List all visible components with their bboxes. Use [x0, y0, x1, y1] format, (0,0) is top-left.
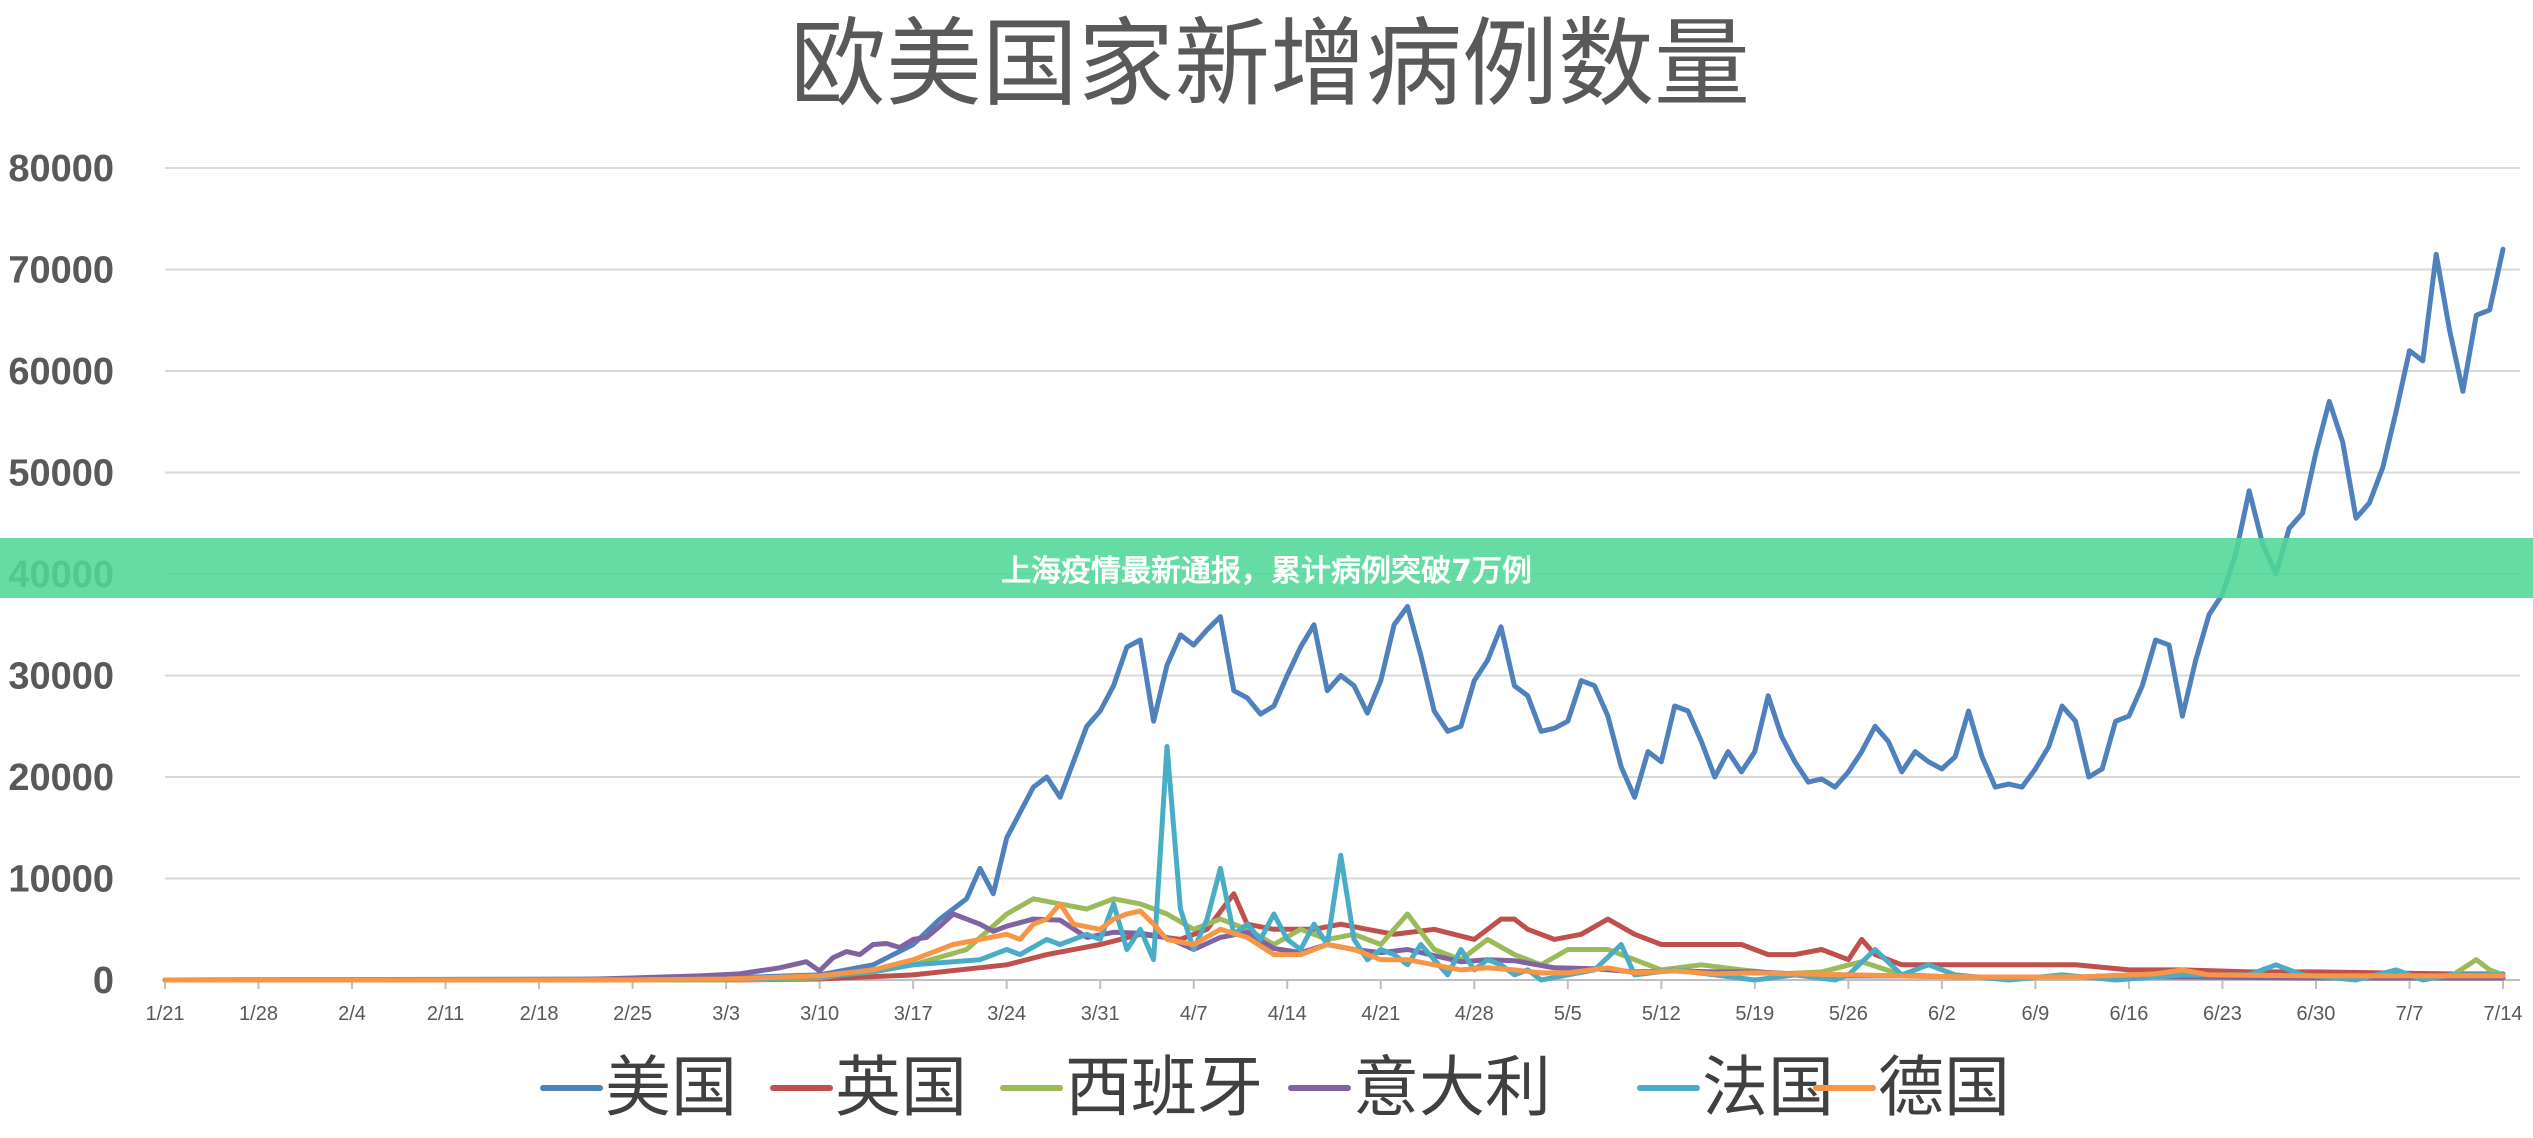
- x-tick-label: 6/23: [2203, 1003, 2242, 1025]
- legend: 美国 英国 西班牙 意大利 法国 德国: [540, 1049, 2010, 1126]
- gridlines: [165, 167, 2520, 880]
- y-tick-label: 0: [93, 960, 114, 1002]
- x-tick-label: 2/25: [613, 1003, 652, 1025]
- x-tick-label: 2/18: [520, 1003, 559, 1025]
- legend-label: 西班牙: [1065, 1049, 1263, 1126]
- legend-label: 德国: [1878, 1049, 2010, 1126]
- x-tick-label: 4/21: [1361, 1003, 1400, 1025]
- series-line-1: [162, 246, 2506, 983]
- x-tick-label: 3/3: [712, 1003, 740, 1025]
- y-tick-label: 20000: [8, 757, 114, 799]
- x-tick-label: 5/19: [1735, 1003, 1774, 1025]
- x-tick-label: 6/30: [2296, 1003, 2335, 1025]
- x-tick-label: 7/7: [2396, 1003, 2424, 1025]
- chart-title: 欧美国家新增病例数量: [790, 8, 1750, 120]
- x-tick-label: 6/9: [2021, 1003, 2049, 1025]
- legend-label: 法国: [1702, 1049, 1834, 1126]
- x-tick-label: 3/10: [800, 1003, 839, 1025]
- y-tick-label: 70000: [8, 250, 114, 292]
- x-tick-label: 2/11: [427, 1003, 464, 1025]
- x-tick-label: 4/14: [1268, 1003, 1307, 1025]
- x-tick-label: 5/5: [1554, 1003, 1582, 1025]
- legend-label: 意大利: [1353, 1049, 1551, 1126]
- legend-label: 美国: [605, 1049, 737, 1126]
- x-axis: 1/21 1/28 2/4 2/11 2/18 2/25 3/3 3/10 3/17 3/24 3/…: [146, 980, 2523, 1025]
- x-tick-label: 1/21: [146, 1003, 185, 1025]
- x-tick-label: 7/14: [2484, 1003, 2523, 1025]
- x-tick-label: 3/17: [894, 1003, 933, 1025]
- series-lines: [162, 246, 2506, 983]
- x-tick-label: 5/26: [1829, 1003, 1868, 1025]
- y-tick-label: 10000: [8, 859, 114, 901]
- series-line-6: [162, 901, 2506, 983]
- y-tick-label: 80000: [8, 148, 114, 190]
- y-tick-label: 50000: [8, 453, 114, 495]
- y-tick-label: 60000: [8, 351, 114, 393]
- x-tick-label: 1/28: [239, 1003, 278, 1025]
- x-tick-label: 6/16: [2109, 1003, 2148, 1025]
- x-tick-label: 5/12: [1642, 1003, 1681, 1025]
- x-tick-label: 6/2: [1928, 1003, 1956, 1025]
- x-tick-label: 3/31: [1081, 1003, 1120, 1025]
- y-tick-label: 30000: [8, 656, 114, 698]
- x-tick-label: 4/28: [1455, 1003, 1494, 1025]
- x-tick-label: 3/24: [987, 1003, 1026, 1025]
- news-banner[interactable]: 上海疫情最新通报，累计病例突破7万例: [0, 538, 2533, 598]
- x-tick-label: 2/4: [338, 1003, 366, 1025]
- legend-label: 英国: [835, 1049, 967, 1126]
- banner-text: 上海疫情最新通报，累计病例突破7万例: [1001, 554, 1532, 589]
- x-tick-label: 4/7: [1180, 1003, 1208, 1025]
